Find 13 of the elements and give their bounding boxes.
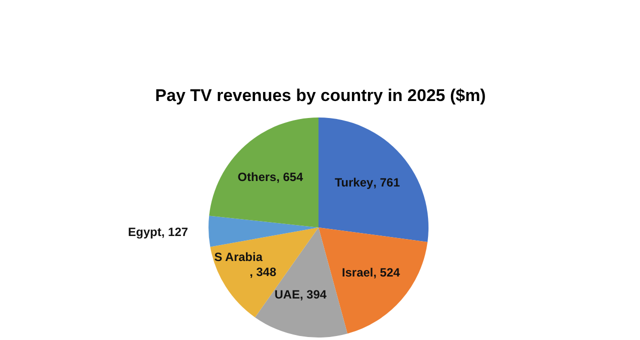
data-label: , 394 [300, 288, 327, 302]
chart-title: Pay TV revenues by country in 2025 ($m) [155, 86, 486, 105]
slice-label: Israel [342, 265, 374, 280]
slice-label: Others [238, 170, 277, 184]
data-label: , 524 [373, 265, 400, 280]
slice-label: Egypt [128, 224, 162, 239]
data-label: , 348 [250, 265, 277, 280]
data-label: , 654 [276, 170, 304, 184]
slice-label: UAE [274, 288, 300, 302]
slice-label: S Arabia [214, 250, 263, 264]
data-label: , 761 [373, 176, 400, 190]
slice-label: Turkey [334, 176, 374, 190]
data-label: , 127 [161, 224, 188, 239]
